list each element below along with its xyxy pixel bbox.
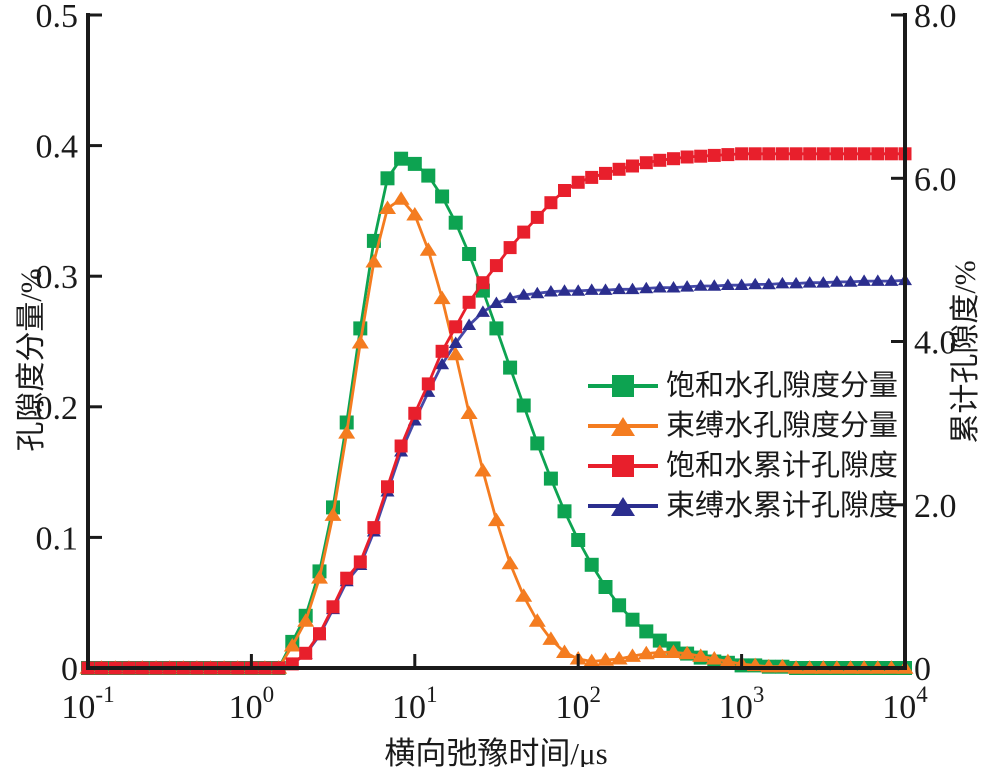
- legend-item-bound-component: 束缚水孔隙度分量: [588, 406, 898, 446]
- triangle-marker-icon: [611, 497, 635, 516]
- legend-swatch: [588, 454, 658, 478]
- legend-item-saturated-cumulative: 饱和水累计孔隙度: [588, 446, 898, 486]
- x-tick-labels: 10-1 100 101 102 103 104: [61, 682, 928, 726]
- svg-text:0: 0: [61, 651, 78, 688]
- legend-swatch: [588, 414, 658, 438]
- square-marker-icon: [612, 375, 634, 397]
- legend-swatch: [588, 494, 658, 518]
- axes: [86, 13, 907, 670]
- svg-text:0.2: 0.2: [36, 390, 79, 427]
- y-axis-left-title: 孔隙度分量/%: [15, 268, 48, 452]
- legend: 饱和水孔隙度分量 束缚水孔隙度分量 饱和水累计孔隙度 束缚水累计孔隙度: [588, 366, 898, 526]
- y-right-tick-labels: 0 2.0 4.0 6.0 8.0: [914, 0, 957, 688]
- svg-text:6.0: 6.0: [914, 161, 957, 198]
- legend-item-bound-cumulative: 束缚水累计孔隙度: [588, 486, 898, 526]
- axis-ticks: [86, 13, 907, 670]
- x-axis-title: 横向弛豫时间/μs: [384, 736, 608, 767]
- y-axis-right-title: 累计孔隙度/%: [949, 260, 982, 444]
- svg-text:2.0: 2.0: [914, 488, 957, 525]
- svg-text:102: 102: [555, 682, 601, 726]
- svg-text:101: 101: [392, 682, 438, 726]
- svg-text:100: 100: [229, 682, 275, 726]
- svg-text:0: 0: [914, 651, 931, 688]
- legend-swatch: [588, 374, 658, 398]
- legend-item-saturated-component: 饱和水孔隙度分量: [588, 366, 898, 406]
- legend-label: 饱和水孔隙度分量: [666, 369, 899, 402]
- svg-text:0.1: 0.1: [36, 520, 79, 557]
- svg-text:0.5: 0.5: [36, 0, 79, 35]
- svg-text:0.4: 0.4: [36, 129, 79, 166]
- svg-text:104: 104: [882, 682, 928, 726]
- svg-text:8.0: 8.0: [914, 0, 957, 35]
- y-left-tick-labels: 0 0.1 0.2 0.3 0.4 0.5: [36, 0, 79, 688]
- legend-label: 饱和水累计孔隙度: [666, 449, 899, 482]
- legend-label: 束缚水孔隙度分量: [666, 409, 899, 442]
- svg-text:4.0: 4.0: [914, 325, 957, 362]
- svg-text:103: 103: [719, 682, 765, 726]
- legend-label: 束缚水累计孔隙度: [666, 489, 899, 522]
- svg-text:0.3: 0.3: [36, 259, 79, 296]
- triangle-marker-icon: [611, 417, 635, 436]
- svg-text:10-1: 10-1: [61, 682, 114, 726]
- square-marker-icon: [612, 455, 634, 477]
